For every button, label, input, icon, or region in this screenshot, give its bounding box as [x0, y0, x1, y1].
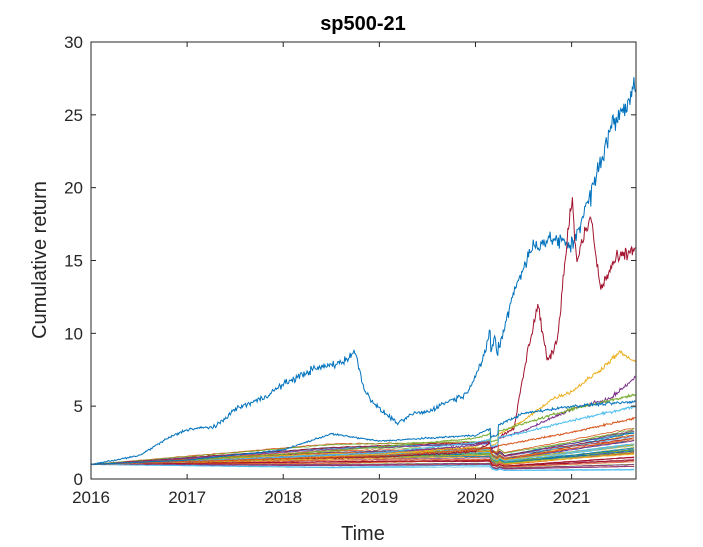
- stock-line: [90, 430, 635, 465]
- y-axis-label: Cumulative return: [29, 181, 51, 339]
- x-tick-label: 2020: [457, 488, 495, 507]
- series-line: [91, 77, 636, 465]
- series-group: [90, 77, 636, 466]
- x-tick-label: 2018: [264, 488, 302, 507]
- series-line: [90, 399, 636, 466]
- x-tick-label: 2021: [553, 488, 591, 507]
- x-tick-label: 2017: [168, 488, 206, 507]
- x-tick-label: 2016: [72, 488, 110, 507]
- series-line: [90, 416, 636, 466]
- stock-line: [90, 456, 635, 467]
- y-tick-label: 25: [64, 106, 83, 125]
- y-axis: 0 5 10 15 20 25 30: [64, 33, 636, 489]
- stock-line: [91, 463, 635, 470]
- x-tick-label: 2019: [360, 488, 398, 507]
- y-tick-label: 15: [64, 252, 83, 271]
- y-tick-label: 20: [64, 179, 83, 198]
- y-tick-label: 30: [64, 33, 83, 52]
- y-tick-label: 0: [74, 470, 83, 489]
- stock-line: [91, 463, 635, 471]
- x-axis-label: Time: [341, 523, 385, 545]
- chart-title: sp500-21: [320, 13, 406, 35]
- y-tick-label: 5: [74, 397, 83, 416]
- y-tick-label: 10: [64, 324, 83, 343]
- stock-line: [90, 439, 635, 465]
- plot-area: [91, 42, 636, 479]
- x-axis: 2016 2017 2018 2019 2020 2021: [72, 42, 591, 507]
